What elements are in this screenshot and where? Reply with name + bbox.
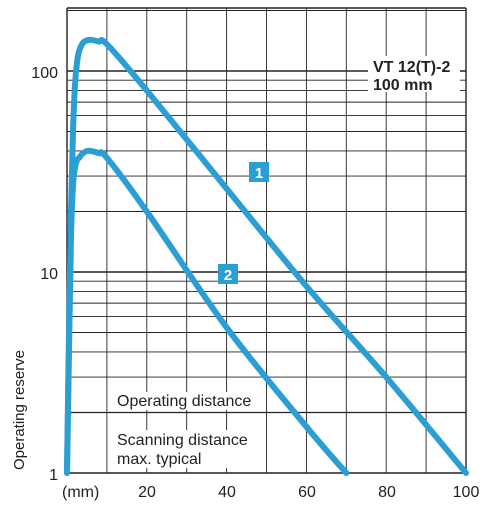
y-tick-100: 100 xyxy=(31,65,58,82)
y-tick-1: 1 xyxy=(49,467,58,484)
x-axis-unit-label: (mm) xyxy=(62,484,99,501)
series-1-badge: 1 xyxy=(249,162,269,182)
x-tick-100: 100 xyxy=(453,484,480,501)
x-tick-40: 40 xyxy=(218,484,236,501)
scanning-distance-label: Scanning distance xyxy=(117,432,248,449)
labels: VT 12(T)-2 100 mm Operating distance Sca… xyxy=(11,56,479,501)
x-tick-80: 80 xyxy=(378,484,396,501)
operating-distance-bg xyxy=(114,392,264,410)
series-2-curve xyxy=(64,147,350,476)
x-tick-60: 60 xyxy=(298,484,316,501)
curves xyxy=(64,36,469,476)
chart-title: VT 12(T)-2 xyxy=(373,59,450,76)
y-tick-10: 10 xyxy=(40,266,58,283)
series-1-badge-text: 1 xyxy=(255,165,263,182)
y-axis-label: Operating reserve xyxy=(11,350,28,470)
series-2-badge-text: 2 xyxy=(224,267,232,284)
series-badges: 1 2 xyxy=(218,162,269,284)
x-tick-20: 20 xyxy=(138,484,156,501)
series-2-badge: 2 xyxy=(218,264,238,284)
chart-subtitle: 100 mm xyxy=(373,77,433,94)
scanning-distance-bg xyxy=(114,430,264,468)
product-label-bg xyxy=(368,56,460,92)
max-typical-label: max. typical xyxy=(117,451,201,468)
operating-distance-label: Operating distance xyxy=(117,393,251,410)
